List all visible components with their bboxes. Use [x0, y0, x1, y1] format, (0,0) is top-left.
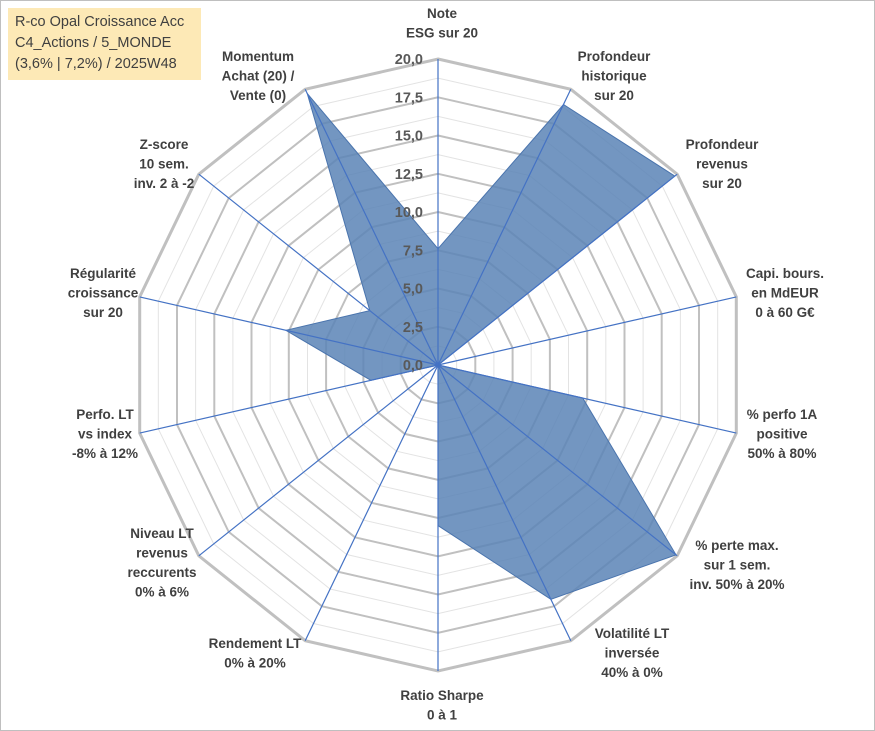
- radar-spoke: [437, 364, 572, 641]
- radar-axis-label-line: revenus: [696, 157, 748, 172]
- radar-axis-label: Volatilité LT inversée 40% à 0%: [595, 626, 670, 680]
- radar-spoke: [437, 296, 737, 366]
- radar-axis-label-line: Niveau LT: [130, 526, 194, 541]
- radar-axis-label: Momentum Achat (20) / Vente (0): [222, 49, 295, 103]
- radar-axis-label-line: 0% à 6%: [135, 585, 189, 600]
- radar-axis-label-line: positive: [756, 427, 808, 442]
- radar-axis-label: Niveau LT revenus reccurents 0% à 6%: [127, 526, 196, 600]
- radar-axis-label-line: 0 à 60 G€: [755, 305, 815, 320]
- radar-tick-label: 12,5: [395, 167, 423, 183]
- radar-axis-label-line: Momentum: [222, 49, 294, 64]
- radar-axis-label-line: sur 20: [702, 176, 742, 191]
- radar-axis-label-line: Volatilité LT: [595, 626, 670, 641]
- radar-axis-label-line: inv. 2 à -2: [134, 176, 195, 191]
- radar-axis-label: Z-score 10 sem. inv. 2 à -2: [134, 137, 195, 191]
- radar-axis-label-line: croissance: [68, 286, 139, 301]
- radar-axis-label: Profondeur revenus sur 20: [686, 137, 759, 191]
- radar-tick-label: 0,0: [403, 358, 423, 374]
- radar-axis-label-line: Rendement LT: [209, 636, 303, 651]
- title-category: C4_Actions / 5_MONDE: [15, 35, 172, 51]
- radar-axis-label-line: 50% à 80%: [747, 446, 816, 461]
- radar-spoke: [139, 364, 439, 434]
- title-stats: (3,6% | 7,2%) / 2025W48: [15, 56, 177, 72]
- radar-axis-label-line: Achat (20) /: [222, 69, 295, 84]
- radar-axis-label-line: sur 20: [594, 88, 634, 103]
- title-fund-name: R-co Opal Croissance Acc: [15, 14, 185, 30]
- radar-spokes: [139, 59, 737, 671]
- radar-axis-label: Ratio Sharpe 0 à 1: [400, 688, 484, 723]
- radar-series-area: [284, 93, 677, 600]
- radar-axis-label: Régularité croissance sur 20: [68, 266, 139, 320]
- radar-axis-label-line: Note: [427, 6, 457, 21]
- radar-axis-label: % perfo 1A positive 50% à 80%: [747, 407, 818, 461]
- radar-axis-label-line: sur 20: [83, 305, 123, 320]
- radar-axis-label-line: en MdEUR: [751, 286, 819, 301]
- radar-axis-label-line: inv. 50% à 20%: [689, 577, 784, 592]
- radar-tick-label: 20,0: [395, 52, 423, 68]
- chart-title-box: R-co Opal Croissance Acc C4_Actions / 5_…: [8, 8, 201, 80]
- radar-axis-label-line: % perfo 1A: [747, 407, 818, 422]
- radar-axis-labels: Note ESG sur 20 Profondeur historique sur 20…: [68, 6, 824, 723]
- radar-axis-label-line: -8% à 12%: [72, 446, 138, 461]
- radar-axis-label: Rendement LT 0% à 20%: [209, 636, 303, 671]
- radar-axis-label-line: Ratio Sharpe: [400, 688, 484, 703]
- radar-axis-label-line: ESG sur 20: [406, 26, 478, 41]
- radar-axis-label-line: inversée: [605, 646, 660, 661]
- radar-axis-label: Profondeur historique sur 20: [578, 49, 651, 103]
- radar-axis-label-line: sur 1 sem.: [704, 558, 771, 573]
- radar-spoke: [437, 89, 572, 366]
- radar-spoke: [437, 364, 678, 557]
- radar-axis-label-line: 10 sem.: [139, 157, 189, 172]
- radar-tick-labels: 0,0 2,5 5,0 7,5 10,0 12,5 15,0 17,5 20,0: [395, 52, 423, 374]
- radar-tick-label: 5,0: [403, 282, 423, 298]
- radar-axis-label-line: 0 à 1: [427, 708, 458, 723]
- radar-tick-label: 17,5: [395, 90, 423, 106]
- radar-axis-label: Capi. bours. en MdEUR 0 à 60 G€: [746, 266, 824, 320]
- radar-tick-label: 15,0: [395, 129, 423, 145]
- radar-spoke: [437, 364, 737, 434]
- radar-axis-label: Note ESG sur 20: [406, 6, 478, 41]
- radar-spoke: [437, 173, 678, 366]
- radar-axis-label-line: % perte max.: [695, 538, 778, 553]
- radar-tick-label: 7,5: [403, 243, 423, 259]
- radar-spoke: [304, 364, 439, 641]
- radar-axis-label-line: Capi. bours.: [746, 266, 824, 281]
- radar-axis-label-line: revenus: [136, 546, 188, 561]
- radar-axis-label-line: 40% à 0%: [601, 665, 663, 680]
- radar-axis-label: Perfo. LT vs index -8% à 12%: [72, 407, 138, 461]
- radar-axis-label-line: Z-score: [140, 137, 189, 152]
- radar-axis-label-line: Perfo. LT: [76, 407, 134, 422]
- radar-spoke: [304, 89, 439, 366]
- radar-axis-label-line: reccurents: [127, 565, 196, 580]
- radar-axis-label-line: Profondeur: [578, 49, 651, 64]
- radar-spoke: [198, 364, 439, 557]
- radar-tick-label: 2,5: [403, 320, 423, 336]
- radar-axis-label-line: 0% à 20%: [224, 656, 286, 671]
- radar-spoke: [198, 173, 439, 366]
- radar-axis-label-line: Vente (0): [230, 88, 286, 103]
- radar-axis-label: % perte max. sur 1 sem. inv. 50% à 20%: [689, 538, 784, 592]
- radar-spoke: [139, 296, 439, 366]
- radar-axis-label-line: Profondeur: [686, 137, 759, 152]
- radar-axis-label-line: Régularité: [70, 266, 137, 281]
- radar-axis-label-line: vs index: [78, 427, 133, 442]
- radar-tick-label: 10,0: [395, 205, 423, 221]
- radar-axis-label-line: historique: [581, 69, 647, 84]
